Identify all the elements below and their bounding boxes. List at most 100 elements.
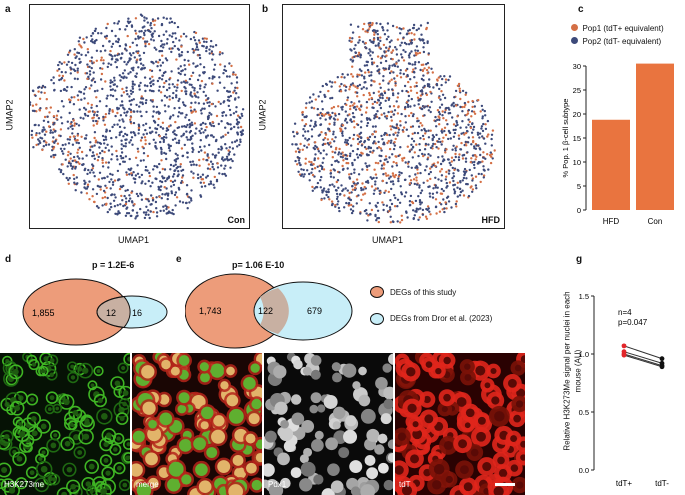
- pop2-cell-point: [334, 160, 337, 163]
- pop2-cell-point: [347, 202, 350, 205]
- tdt-nucleus-void: [484, 382, 491, 389]
- pop2-cell-point: [49, 129, 52, 132]
- pop1-cell-point: [440, 168, 443, 171]
- pop2-cell-point: [193, 87, 196, 90]
- pop2-cell-point: [353, 105, 356, 109]
- pop1-cell-point: [189, 106, 192, 109]
- pop2-cell-point: [110, 136, 113, 140]
- pop1-cell-point: [437, 76, 441, 79]
- pop2-cell-point: [67, 127, 70, 130]
- pop2-cell-point: [91, 151, 95, 154]
- pop2-cell-point: [177, 170, 180, 173]
- green-nucleus-core: [96, 369, 101, 373]
- pop1-cell-point: [218, 51, 222, 54]
- pop2-cell-point: [137, 128, 141, 132]
- pop2-cell-point: [118, 163, 122, 166]
- green-nucleus-core: [70, 364, 75, 369]
- pop2-cell-point: [345, 201, 348, 205]
- pop1-cell-point: [90, 103, 93, 107]
- pop2-cell-point: [348, 176, 351, 179]
- pop2-cell-point: [155, 177, 158, 181]
- pop2-cell-point: [185, 184, 189, 187]
- pop2-cell-point: [341, 132, 344, 135]
- pop1-cell-point: [396, 38, 400, 41]
- pop2-cell-point: [409, 194, 413, 198]
- pop2-cell-point: [53, 89, 56, 92]
- green-nucleus-core: [84, 418, 90, 424]
- pop1-cell-point: [73, 53, 76, 56]
- pop2-cell-point: [135, 50, 138, 53]
- pop2-cell-point: [170, 185, 173, 188]
- pop2-cell-point: [186, 207, 189, 210]
- pop2-cell-point: [197, 176, 200, 180]
- pop2-cell-point: [185, 201, 188, 205]
- pop2-cell-point: [233, 125, 236, 129]
- pop2-cell-point: [153, 30, 156, 33]
- pop1-cell-point: [425, 217, 429, 220]
- pop1-cell-point: [43, 91, 46, 95]
- paired-line: [623, 354, 663, 368]
- pop2-cell-point: [341, 105, 344, 109]
- pop2-cell-point: [482, 165, 485, 168]
- merge-nucleus: [168, 461, 184, 477]
- pop2-cell-point: [342, 167, 345, 171]
- panel-a-letter: a: [5, 4, 11, 15]
- pop2-cell-point: [345, 85, 348, 89]
- pop1-cell-point: [382, 162, 386, 165]
- pop2-cell-point: [203, 71, 206, 74]
- pop2-cell-point: [96, 141, 99, 144]
- pop2-cell-point: [52, 82, 55, 85]
- merge-nucleus: [206, 447, 218, 458]
- pop2-cell-point: [96, 110, 99, 114]
- pop2-cell-point: [448, 161, 451, 165]
- pop2-cell-point: [436, 186, 439, 189]
- pop1-cell-point: [169, 179, 173, 183]
- green-nucleus: [15, 419, 26, 430]
- pop2-cell-point: [454, 89, 458, 93]
- merge-nucleus: [159, 412, 173, 426]
- pop2-cell-point: [442, 198, 445, 201]
- pop2-cell-point: [313, 157, 316, 160]
- green-nucleus-core: [38, 456, 43, 461]
- pop1-cell-point: [412, 178, 416, 181]
- pop2-cell-point: [131, 143, 134, 146]
- pop1-cell-point: [395, 62, 398, 65]
- pop2-cell-point: [108, 180, 111, 184]
- pop1-cell-point: [373, 168, 376, 171]
- pop2-cell-point: [163, 176, 166, 180]
- pop2-cell-point: [91, 163, 94, 166]
- pop1-cell-point: [489, 161, 493, 165]
- pop2-cell-point: [440, 143, 443, 146]
- pop1-cell-point: [404, 69, 408, 72]
- pop2-cell-point: [163, 94, 167, 98]
- pop2-cell-point: [428, 78, 431, 81]
- pop2-cell-point: [461, 120, 464, 123]
- pop2-cell-point: [60, 169, 63, 172]
- pop2-cell-point: [207, 183, 211, 186]
- pop2-cell-point: [198, 53, 201, 57]
- pop2-cell-point: [367, 147, 370, 150]
- pop2-cell-point: [464, 91, 468, 95]
- pop2-cell-point: [319, 123, 323, 126]
- pop1-cell-point: [472, 110, 476, 114]
- merge-nucleus: [132, 463, 143, 477]
- pop2-cell-point: [305, 115, 308, 118]
- pop2-cell-point: [110, 178, 113, 181]
- pop1-cell-point: [339, 127, 342, 130]
- pop1-cell-point: [379, 57, 383, 60]
- pop2-cell-point: [130, 54, 133, 57]
- green-nucleus: [15, 477, 28, 490]
- merge-nucleus: [148, 419, 157, 429]
- pop2-cell-point: [409, 203, 412, 207]
- pop2-cell-point: [353, 47, 356, 50]
- pop2-cell-point: [148, 171, 151, 175]
- pop2-cell-point: [478, 132, 482, 135]
- pop2-cell-point: [220, 120, 223, 123]
- pop2-cell-point: [212, 183, 215, 186]
- pop2-cell-point: [322, 187, 326, 190]
- pop2-cell-point: [149, 203, 152, 206]
- pop2-cell-point: [149, 24, 152, 27]
- pop2-cell-point: [360, 113, 363, 117]
- merge-nucleus: [170, 366, 180, 376]
- pop1-cell-point: [436, 109, 440, 112]
